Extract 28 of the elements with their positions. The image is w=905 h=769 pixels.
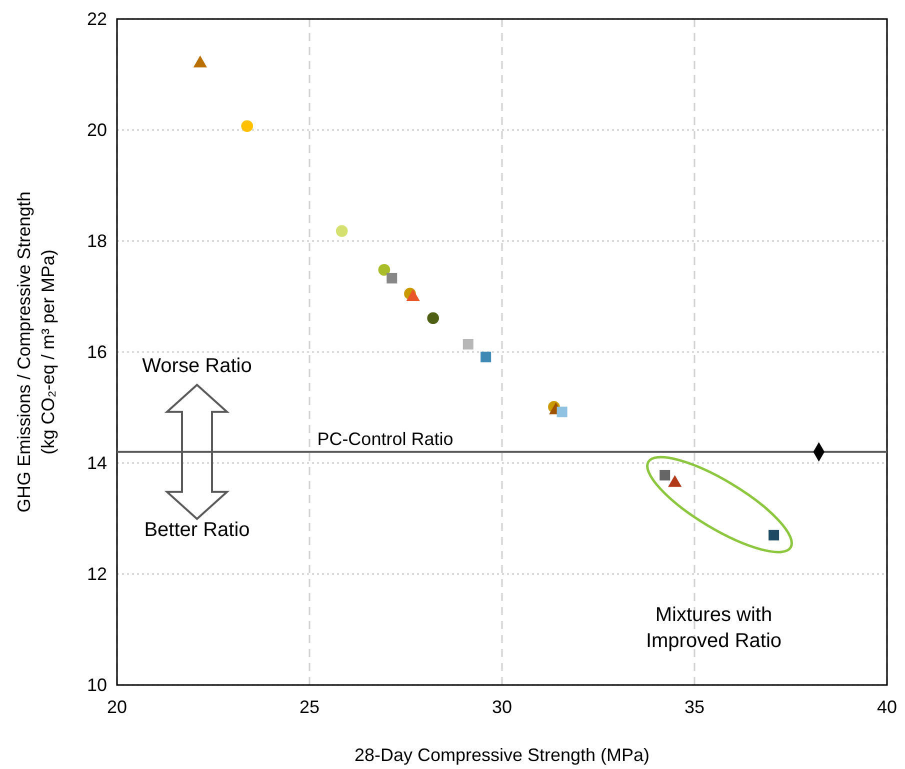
- y-axis-title: GHG Emissions / Compressive Strength (kg CO₂-eq / m³ per MPa): [14, 191, 58, 513]
- y-tick-label: 14: [86, 453, 107, 473]
- y-tick-label: 10: [86, 675, 107, 695]
- x-tick-label: 25: [299, 697, 320, 717]
- ref-line-label: PC-Control Ratio: [317, 428, 454, 449]
- annotation: Better Ratio: [144, 518, 250, 541]
- point: [427, 312, 439, 324]
- point: [660, 470, 670, 480]
- x-tick-label: 30: [492, 697, 512, 717]
- x-axis-title: 28-Day Compressive Strength (MPa): [354, 745, 650, 765]
- point: [768, 530, 780, 540]
- point: [386, 272, 398, 284]
- y-tick-label: 18: [86, 231, 107, 251]
- x-tick-label: 40: [876, 697, 898, 717]
- point: [462, 338, 474, 350]
- x-tick-label: 35: [684, 697, 705, 717]
- point: [241, 120, 254, 132]
- y-tick-label: 20: [86, 120, 107, 140]
- annotation: Worse Ratio: [142, 354, 252, 377]
- point: [336, 225, 348, 237]
- point: [378, 264, 390, 276]
- y-tick-label: 12: [86, 564, 107, 584]
- x-tick-label: 20: [106, 697, 128, 717]
- point: [556, 406, 568, 418]
- annotation: Mixtures with Improved Ratio: [646, 604, 782, 652]
- y-tick-label: 16: [86, 342, 107, 362]
- point: [480, 352, 492, 362]
- y-tick-label: 22: [86, 9, 107, 29]
